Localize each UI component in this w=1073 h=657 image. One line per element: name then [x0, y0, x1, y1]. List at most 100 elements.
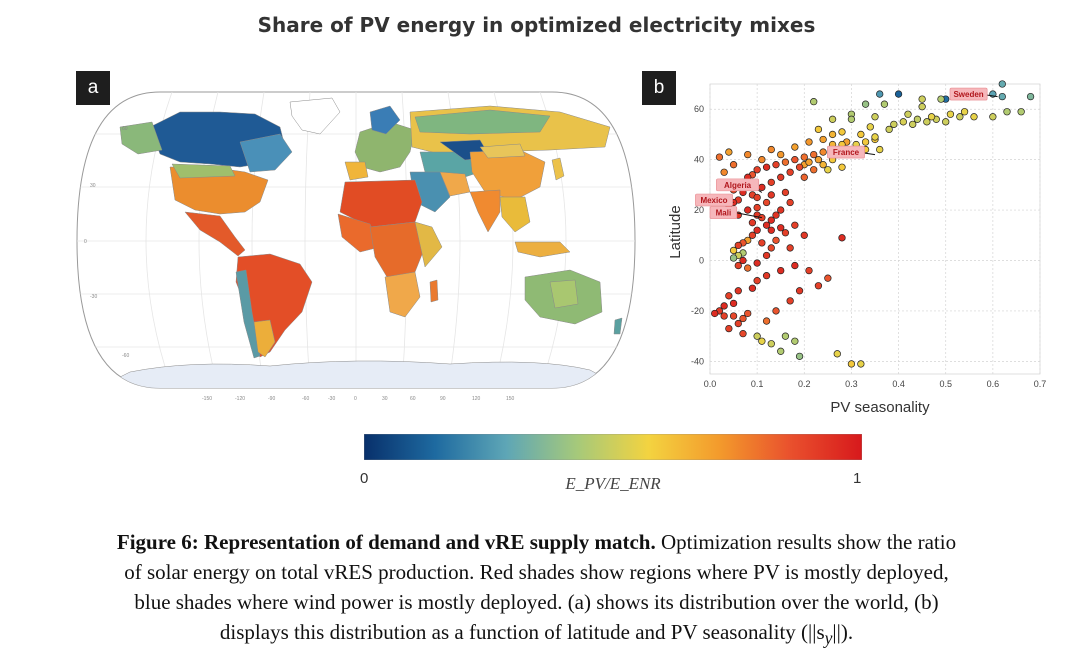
- data-point: [734, 241, 742, 250]
- map-lat-tick: 0: [84, 239, 87, 245]
- data-point: [819, 135, 827, 144]
- data-point: [725, 292, 733, 300]
- colorbar-max-label: 1: [853, 470, 862, 487]
- data-point: [748, 284, 757, 292]
- panel-a-label: a: [76, 71, 110, 105]
- data-point: [894, 90, 903, 98]
- map-lat-tick: 60: [122, 126, 128, 132]
- colorbar-label: E_PV/E_ENR: [565, 474, 661, 493]
- data-point: [729, 254, 738, 262]
- caption-line-1: Figure 6: Representation of demand and v…: [30, 527, 1043, 557]
- data-point: [734, 287, 742, 295]
- map-madagascar: [429, 279, 439, 303]
- data-point: [744, 206, 752, 214]
- data-point: [876, 90, 884, 98]
- map-new-zealand: [613, 317, 623, 335]
- map-japan: [551, 157, 565, 181]
- data-point: [819, 148, 827, 156]
- data-point: [758, 183, 766, 192]
- data-point: [998, 80, 1006, 88]
- data-point: [998, 92, 1006, 101]
- x-tick-label: 0.4: [892, 379, 905, 389]
- data-point: [777, 206, 785, 214]
- map-lon-tick: -90: [268, 396, 275, 402]
- data-point: [824, 274, 832, 282]
- map-india: [469, 189, 501, 233]
- data-point: [748, 219, 757, 227]
- data-point: [795, 287, 804, 295]
- data-point: [767, 226, 775, 234]
- map-south-america-west: [235, 269, 261, 359]
- data-point: [946, 110, 955, 118]
- data-point: [744, 264, 752, 272]
- y-tick-labels: -40 -20 0 20 40 60: [691, 104, 704, 366]
- data-point: [720, 168, 728, 176]
- annotations: Sweden France Algeria Mexico Mali: [695, 87, 998, 219]
- data-point: [880, 100, 889, 108]
- map-west-africa: [337, 213, 381, 253]
- data-point: [786, 244, 794, 252]
- map-se-asia: [499, 196, 531, 233]
- x-tick-label: 0.3: [845, 379, 858, 389]
- data-point: [781, 332, 790, 340]
- colorbar: [364, 434, 862, 460]
- y-axis-label: Latitude: [667, 205, 684, 258]
- data-point: [1026, 92, 1035, 101]
- data-point: [876, 145, 884, 154]
- world-map: -150 -120 -90 -60 -30 0 30 60 90 120 150…: [76, 91, 636, 402]
- data-point: [791, 221, 799, 229]
- map-australia-inner: [549, 279, 579, 309]
- data-point: [758, 156, 766, 164]
- map-china: [469, 149, 546, 201]
- map-russia-north: [414, 109, 551, 135]
- data-point: [857, 360, 865, 368]
- map-lat-tick: -60: [122, 353, 129, 359]
- data-point: [786, 168, 794, 176]
- annotation-label: Mexico: [700, 196, 727, 205]
- data-point: [861, 138, 870, 146]
- data-point: [1017, 108, 1025, 116]
- data-point: [772, 211, 780, 219]
- data-point: [956, 113, 964, 121]
- colorbar-min-label: 0: [360, 470, 369, 487]
- data-point: [937, 95, 945, 103]
- data-point: [729, 299, 738, 308]
- annotation-label: Sweden: [953, 90, 983, 99]
- data-point: [890, 120, 898, 128]
- figure-caption: Figure 6: Representation of demand and v…: [30, 527, 1043, 653]
- data-point: [781, 229, 790, 237]
- map-lon-tick: -150: [202, 396, 212, 402]
- map-scandinavia: [369, 105, 401, 135]
- y-tick-label: -20: [691, 306, 704, 316]
- map-lon-tick: 150: [506, 396, 515, 402]
- annotation-label: France: [833, 148, 860, 157]
- data-point: [918, 95, 926, 103]
- map-lon-tick: 90: [440, 396, 446, 402]
- data-point: [861, 100, 870, 108]
- x-tick-label: 0.0: [704, 379, 717, 389]
- data-point: [725, 148, 733, 156]
- data-point: [805, 266, 813, 275]
- caption-line-4-end: ||).: [832, 620, 854, 644]
- map-indonesia: [514, 241, 571, 258]
- x-tick-label: 0.7: [1034, 379, 1047, 389]
- map-east-africa: [414, 221, 443, 268]
- data-point: [814, 156, 823, 164]
- map-lon-tick: 60: [410, 396, 416, 402]
- data-point: [918, 103, 926, 111]
- data-point: [758, 239, 766, 247]
- data-point: [795, 163, 804, 171]
- data-point: [753, 259, 761, 267]
- data-point: [960, 108, 969, 116]
- y-tick-label: 20: [694, 205, 704, 215]
- data-point: [734, 319, 742, 328]
- panel-b-label: b: [642, 71, 676, 105]
- data-point: [729, 246, 738, 255]
- data-point: [772, 236, 780, 244]
- y-tick-label: 60: [694, 104, 704, 114]
- map-lat-ticks: 60 30 0 -30 -60: [84, 126, 129, 359]
- data-point: [904, 110, 912, 118]
- x-tick-label: 0.6: [987, 379, 1000, 389]
- annotation-arrow: [735, 212, 762, 219]
- data-point: [729, 161, 738, 169]
